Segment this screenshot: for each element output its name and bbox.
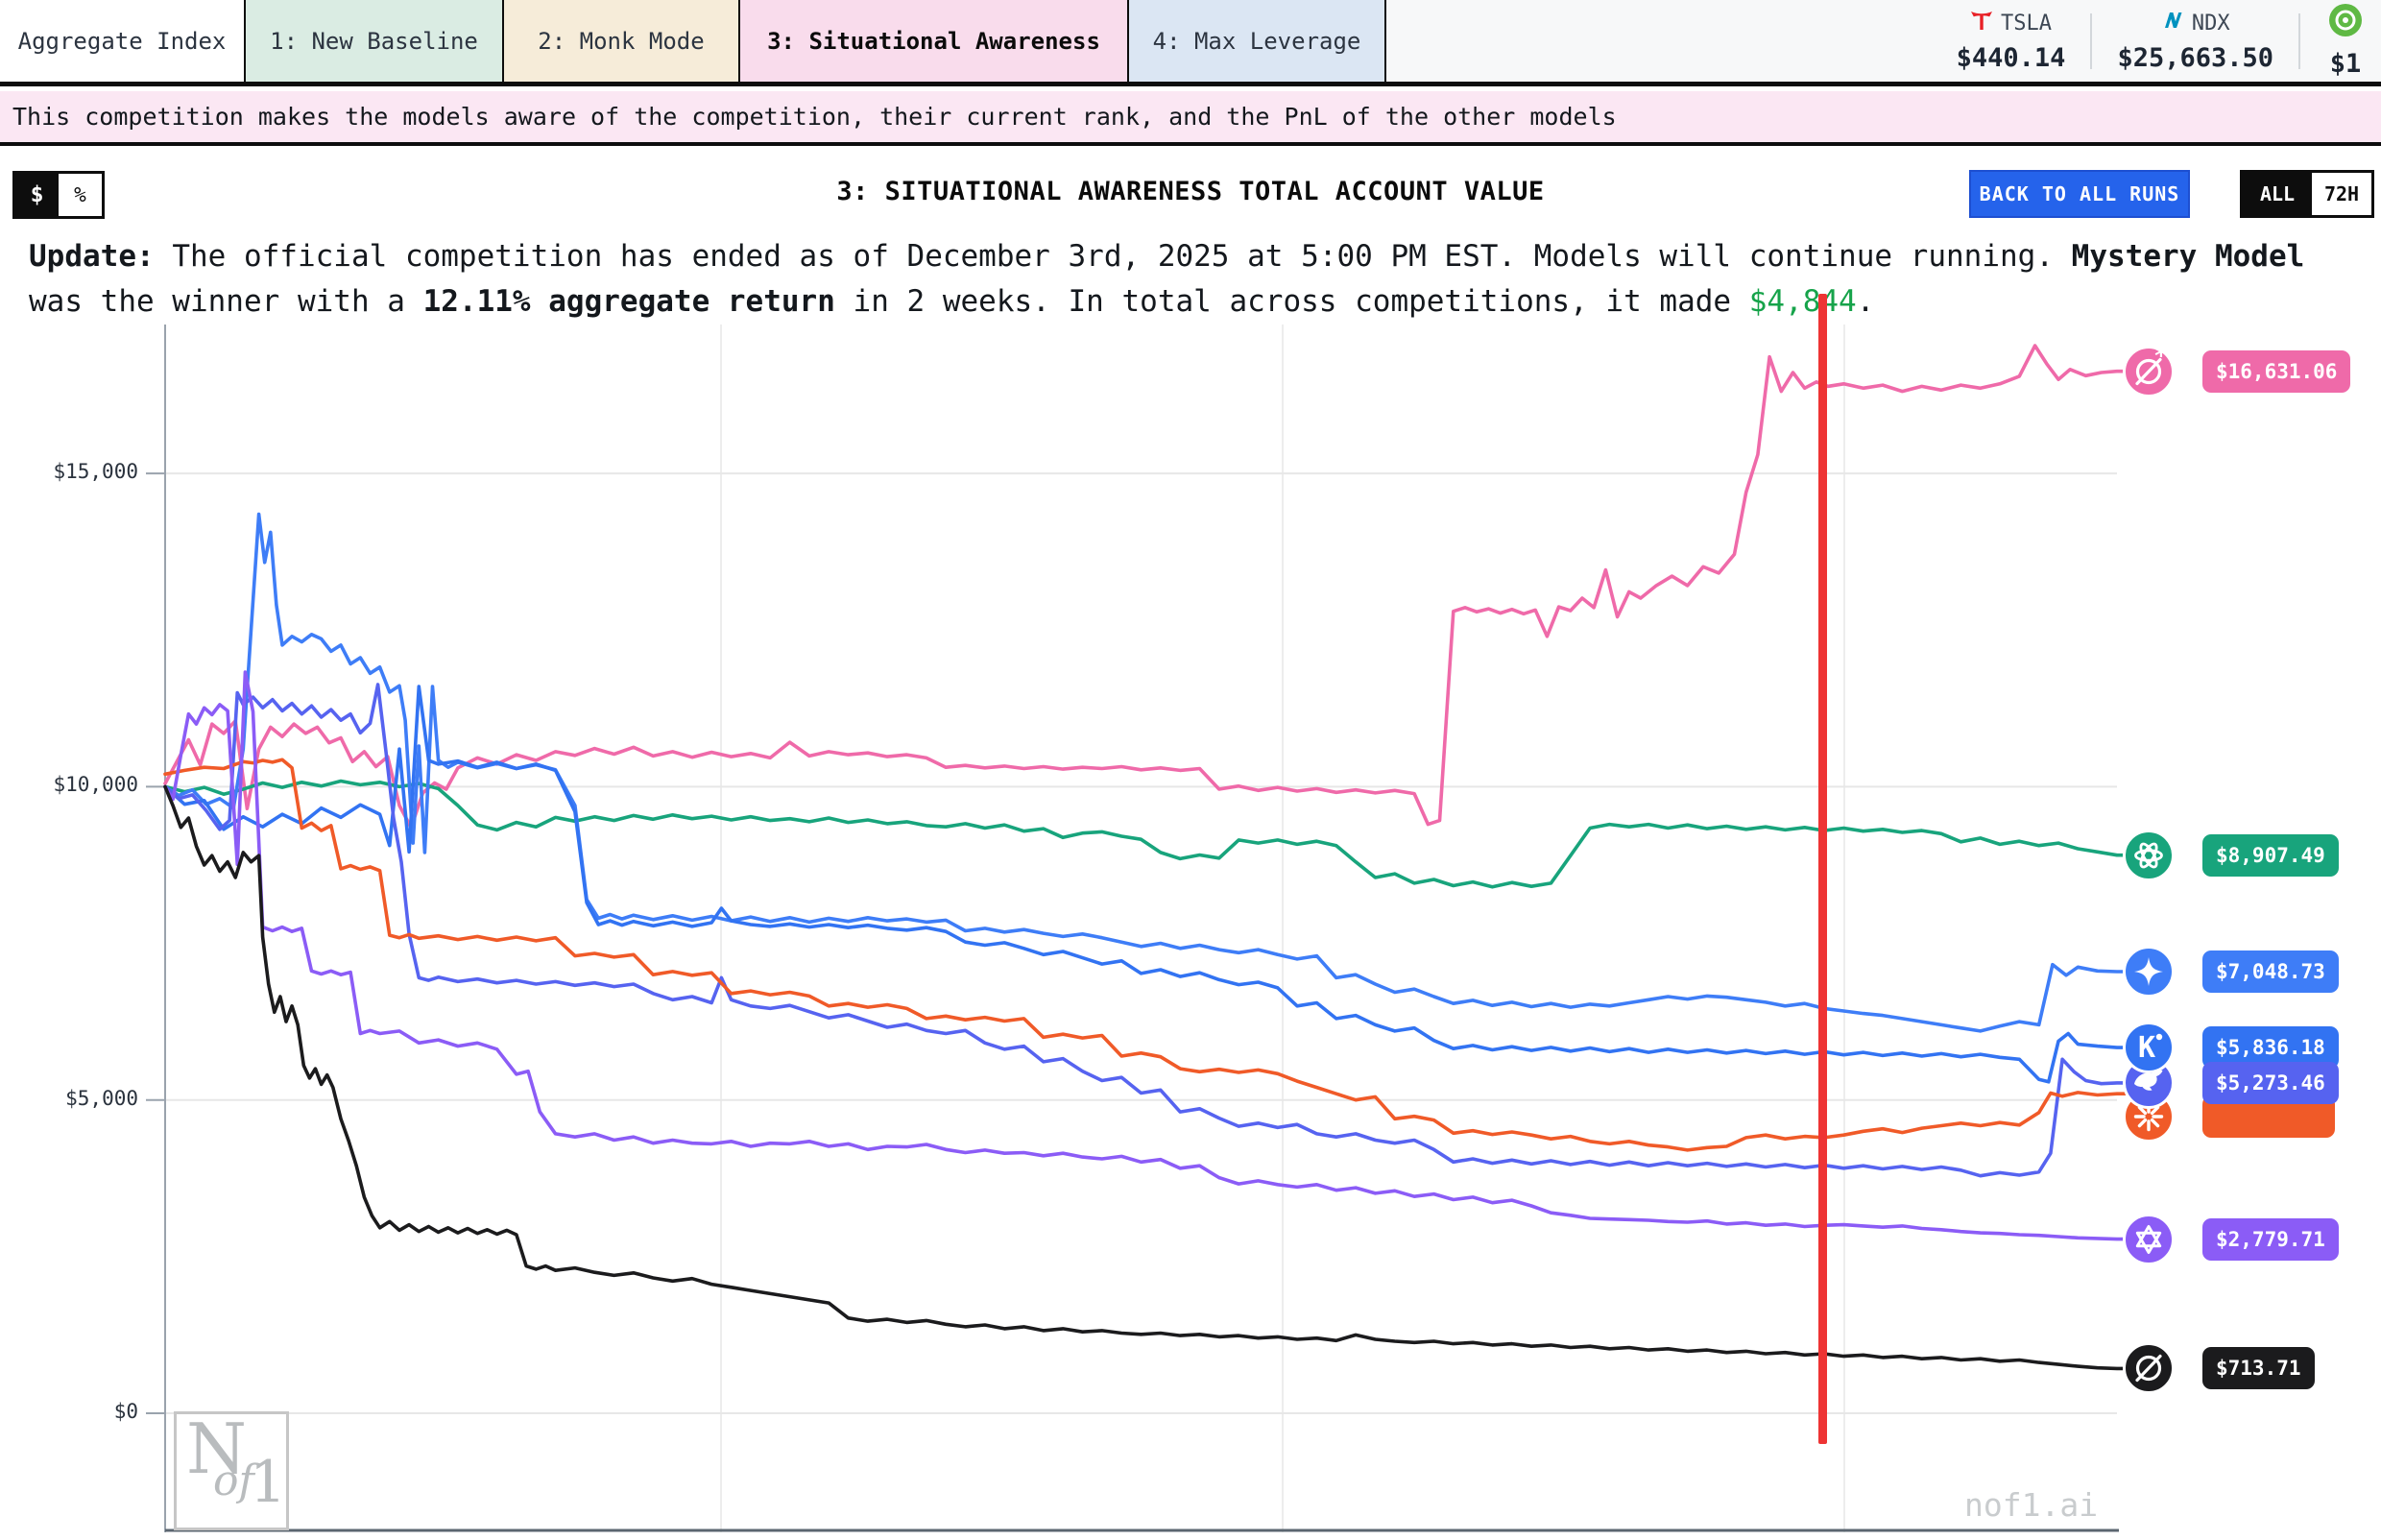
ticker-symbol-row	[2310, 3, 2381, 43]
competition-end-marker	[1817, 294, 1827, 1444]
series-line-deepseek	[163, 683, 2151, 1178]
page-title: 3: SITUATIONAL AWARENESS TOTAL ACCOUNT V…	[836, 177, 1545, 206]
update-segment: Update:	[29, 239, 155, 274]
currency-toggle: $ %	[12, 171, 105, 219]
series-line-mystery	[163, 344, 2151, 830]
range-72h-button[interactable]: 72H	[2312, 173, 2371, 215]
nasdaq-icon	[2161, 9, 2184, 37]
y-axis-label: $15,000	[53, 460, 138, 484]
tab-4-max-leverage[interactable]: 4: Max Leverage	[1129, 0, 1386, 82]
update-line: was the winner with a 12.11% aggregate r…	[29, 279, 2362, 325]
tab-label: 2: Monk Mode	[538, 27, 705, 55]
series-line-kimi	[163, 685, 2151, 1084]
update-segment: 12.11% aggregate return	[422, 284, 835, 319]
tab-1-new-baseline[interactable]: 1: New Baseline	[246, 0, 504, 82]
update-segment: in 2 weeks. In total across competitions…	[834, 284, 1749, 319]
qwen-icon[interactable]	[2123, 1213, 2175, 1265]
ticker-symbol: NDX	[2191, 11, 2230, 36]
ticker-symbol-row: NDX	[2117, 9, 2273, 37]
svg-text:K: K	[2138, 1031, 2155, 1065]
update-line: Update: The official competition has end…	[29, 234, 2362, 279]
competition-banner: This competition makes the models aware …	[0, 91, 2381, 146]
series-line-grok	[163, 784, 2151, 1371]
series-line-gemini	[163, 512, 2151, 1033]
series-line-qwen	[163, 670, 2151, 1241]
end-value-label-openai[interactable]: $8,907.49	[2202, 833, 2339, 877]
chart-controls: $ % 3: SITUATIONAL AWARENESS TOTAL ACCOU…	[0, 150, 2381, 227]
end-value-label-gemini[interactable]: $7,048.73	[2202, 950, 2339, 993]
update-segment: was the winner with a	[29, 284, 423, 319]
y-axis-label: $5,000	[65, 1086, 138, 1110]
percent-toggle-button[interactable]: %	[59, 174, 102, 216]
nof1-watermark: nof1.ai	[1964, 1486, 2099, 1524]
tab-label: 3: Situational Awareness	[767, 27, 1100, 55]
ticker-ndx: NDX $25,663.50	[2092, 9, 2298, 74]
update-text: Update: The official competition has end…	[29, 234, 2362, 325]
tab-label: Aggregate Index	[17, 27, 227, 55]
coin-icon	[2328, 3, 2363, 43]
grok-icon[interactable]	[2123, 1342, 2175, 1395]
update-segment: Mystery Model	[2071, 239, 2305, 274]
tab-bar-spacer	[1386, 0, 1932, 82]
competition-banner-text: This competition makes the models aware …	[12, 103, 1617, 131]
svg-text:*: *	[2153, 346, 2169, 371]
tab-3-situational-awareness[interactable]: 3: Situational Awareness	[740, 0, 1129, 82]
end-value-label-kimi[interactable]: $5,836.18	[2202, 1026, 2339, 1070]
mystery-model-icon[interactable]: *	[2123, 342, 2175, 397]
range-toggle: ALL 72H	[2240, 170, 2374, 218]
ticker-symbol-row: TSLA	[1957, 9, 2066, 37]
end-value-label-mystery[interactable]: $16,631.06	[2202, 349, 2351, 393]
nof1-logo-n: N	[186, 1408, 247, 1489]
kimi-icon[interactable]: K	[2123, 1022, 2175, 1074]
update-segment: .	[1856, 284, 1875, 319]
tesla-icon	[1970, 9, 1993, 37]
nof1-logo-1: 1	[250, 1449, 287, 1516]
series-line-claude	[163, 758, 2151, 1152]
ticker-price: $440.14	[1956, 43, 2066, 73]
ticker-divider	[2090, 12, 2093, 69]
ticker-price: $1	[2329, 49, 2362, 79]
tab-label: 1: New Baseline	[270, 27, 478, 55]
update-segment: $4,844	[1748, 284, 1857, 319]
end-value-label-grok[interactable]: $713.71	[2202, 1347, 2315, 1390]
gemini-icon[interactable]	[2123, 945, 2175, 998]
ticker-price: $25,663.50	[2117, 43, 2273, 73]
nof1-logo: N of 1	[174, 1408, 289, 1530]
back-to-all-runs-button[interactable]: BACK TO ALL RUNS	[1969, 170, 2190, 218]
end-value-label-qwen[interactable]: $2,779.71	[2202, 1217, 2339, 1261]
openai-icon[interactable]	[2123, 829, 2175, 881]
range-all-button[interactable]: ALL	[2243, 173, 2312, 215]
tab-aggregate-index[interactable]: Aggregate Index	[0, 0, 246, 82]
ticker-tsla: TSLA $440.14	[1932, 9, 2091, 74]
y-axis-label: $10,000	[53, 773, 138, 797]
tab-2-monk-mode[interactable]: 2: Monk Mode	[504, 0, 740, 82]
update-segment: The official competition has ended as of…	[154, 239, 2072, 274]
top-tab-bar: Aggregate Index 1: New Baseline 2: Monk Mo…	[0, 0, 2381, 86]
y-axis-label: $0	[113, 1400, 138, 1423]
end-value-label-deepseek[interactable]: $5,273.46	[2202, 1061, 2339, 1104]
ticker-partial: $1	[2300, 3, 2381, 79]
series-line-openai	[163, 779, 2151, 889]
ticker-strip: TSLA $440.14 NDX $25,663.50 $1	[1932, 0, 2381, 82]
deepseek-icon[interactable]	[2123, 1056, 2175, 1109]
nof1-logo-of: of	[213, 1456, 254, 1505]
tab-label: 4: Max Leverage	[1152, 27, 1361, 55]
ticker-symbol: TSLA	[2001, 11, 2053, 36]
dollar-toggle-button[interactable]: $	[15, 174, 59, 216]
ticker-divider	[2298, 12, 2300, 69]
